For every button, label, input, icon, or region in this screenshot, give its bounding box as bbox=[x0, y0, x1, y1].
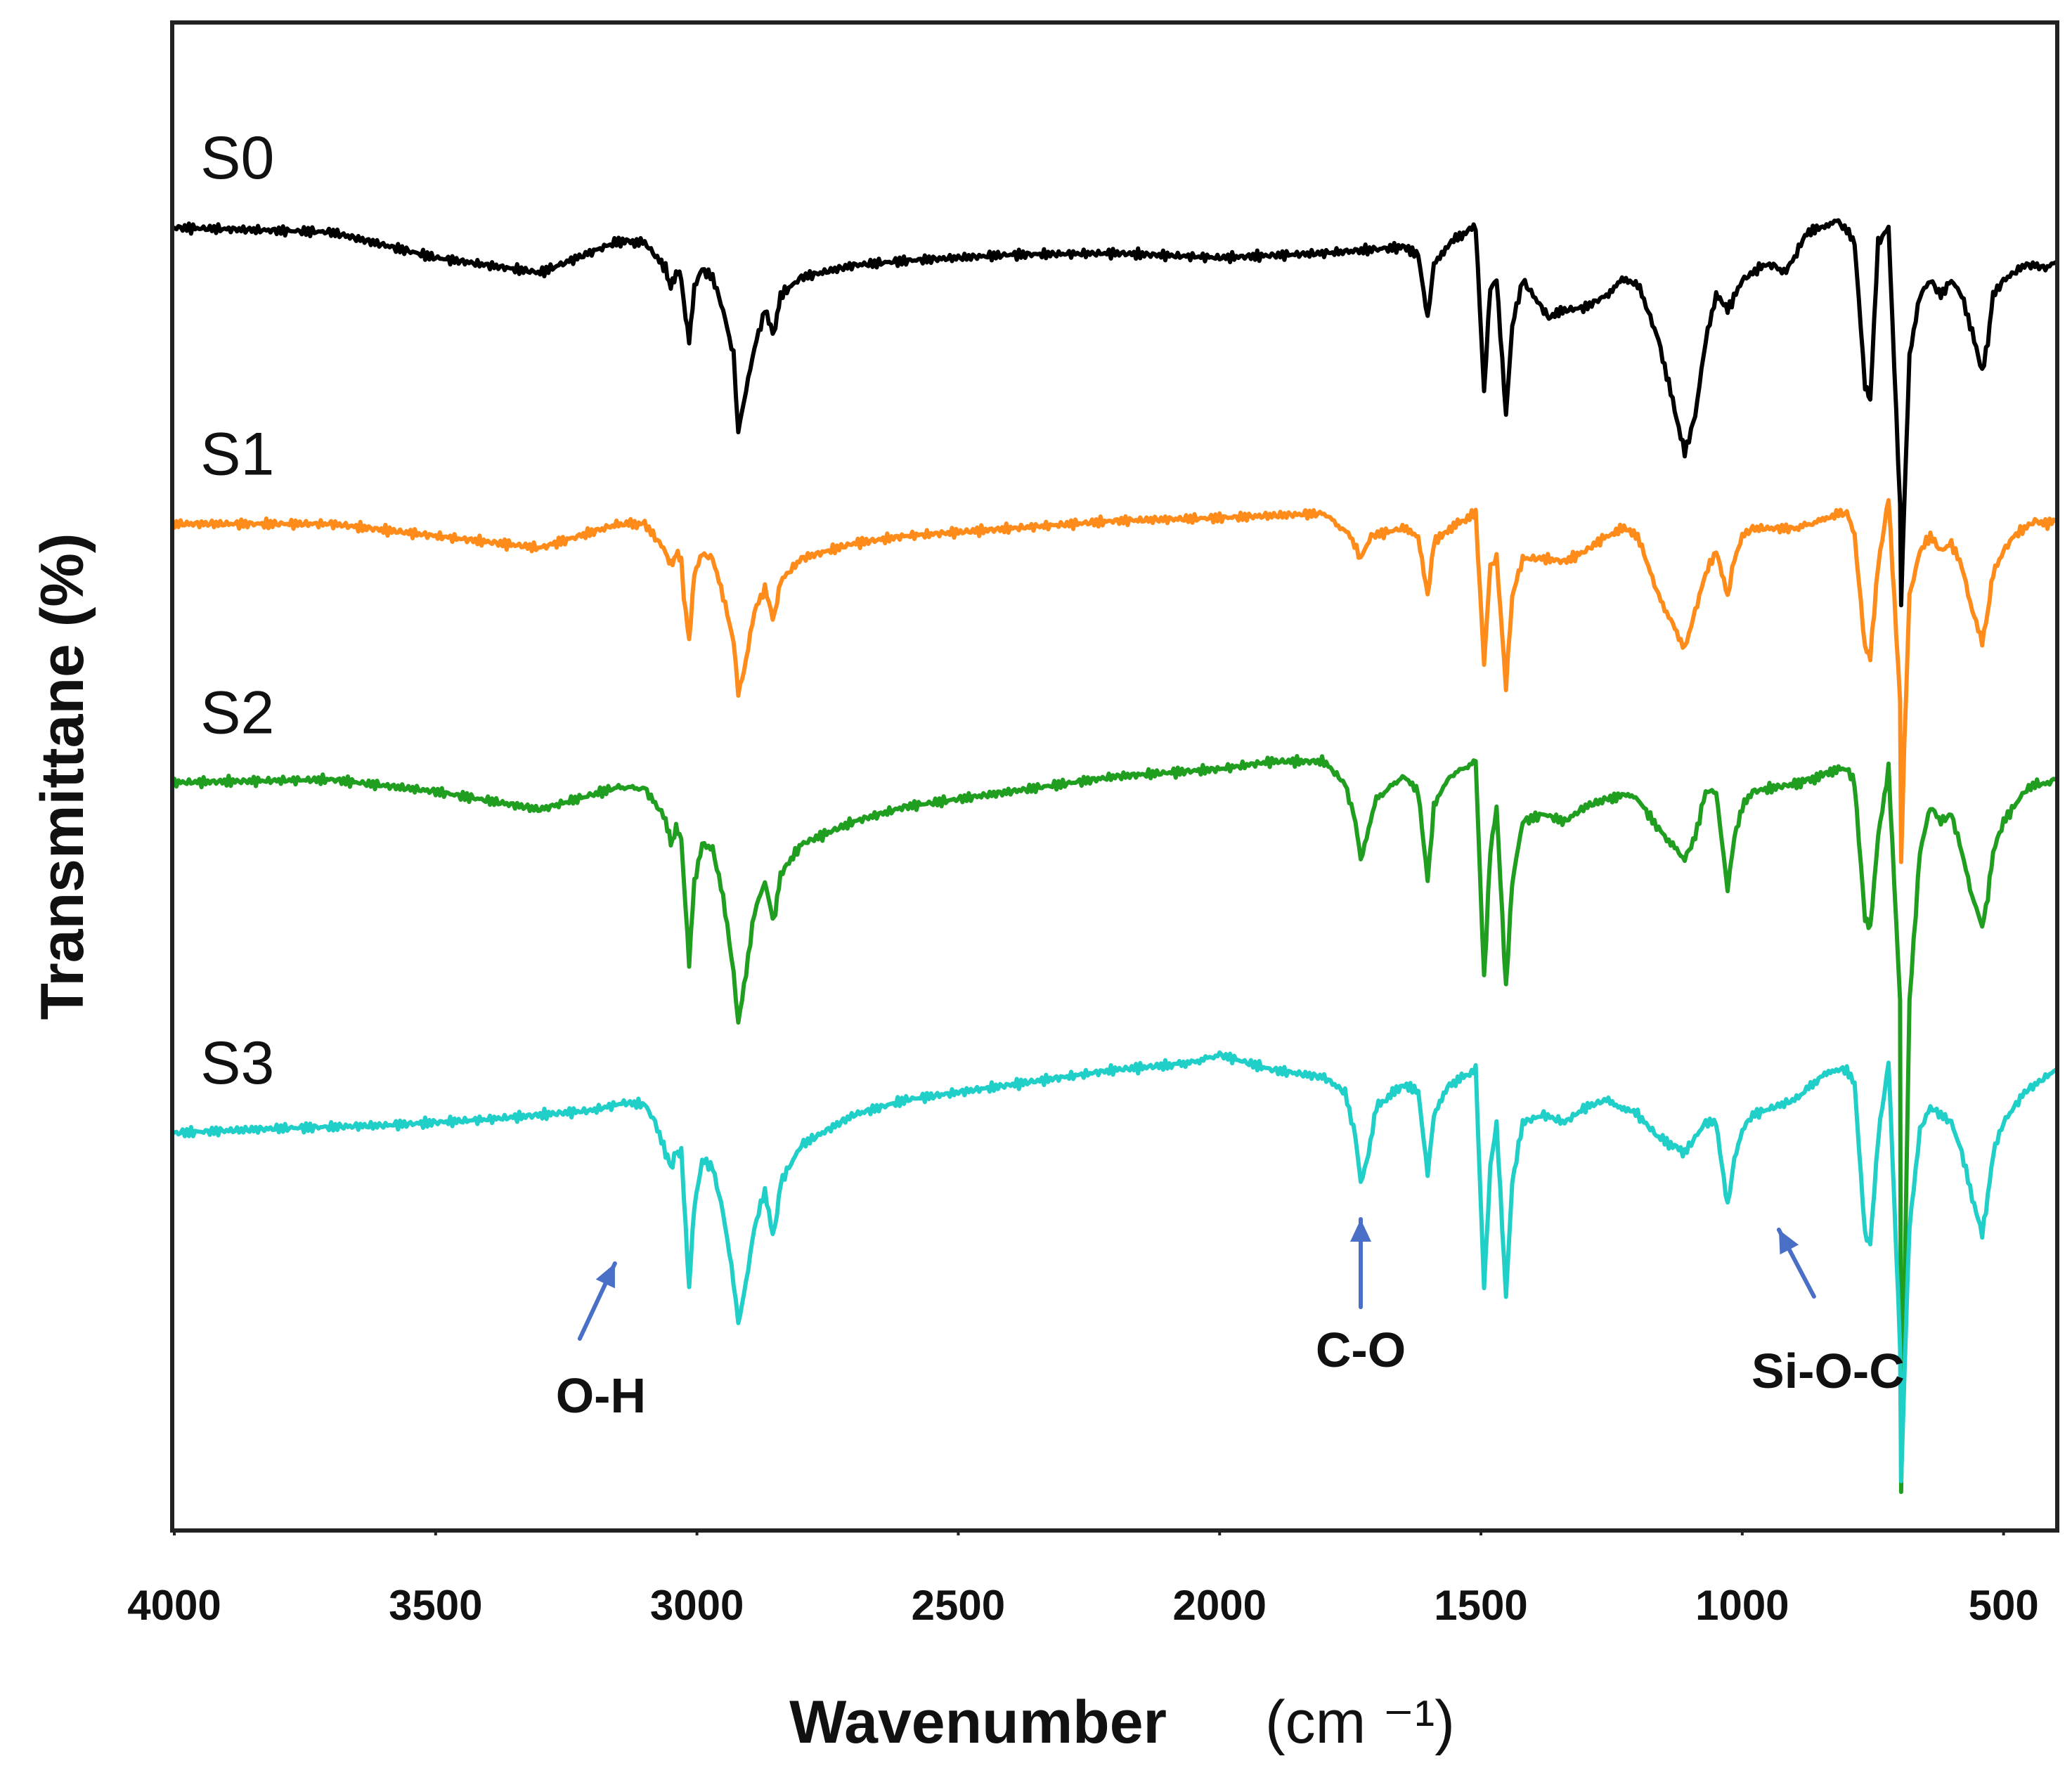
o-h-annotation: O-H bbox=[556, 1368, 646, 1423]
plot-frame bbox=[170, 20, 2059, 1533]
si-o-c-annotation: Si-O-C bbox=[1752, 1344, 1905, 1398]
series-line-s3 bbox=[172, 1050, 2058, 1483]
c-o-annotation: C-O bbox=[1316, 1322, 1406, 1377]
plot-area: S0 S1 S2 S3 O-H C-O Si-O-C bbox=[172, 124, 2058, 1495]
x-axis: 4000 3500 3000 2500 2000 1500 1000 500 bbox=[127, 1528, 2039, 1629]
x-tick-label: 2500 bbox=[912, 1582, 1005, 1629]
x-axis-unit: (cm ⁻¹) bbox=[1265, 1689, 1455, 1756]
series-line-s1 bbox=[172, 498, 2058, 864]
x-tick-label: 1000 bbox=[1695, 1582, 1789, 1629]
x-tick-label: 3500 bbox=[389, 1582, 482, 1629]
y-axis-title: Transmittane (%) bbox=[29, 533, 96, 1020]
c-o-arrow-icon bbox=[1349, 1217, 1371, 1309]
series-line-s2 bbox=[172, 754, 2058, 1495]
x-tick-label: 4000 bbox=[127, 1582, 221, 1629]
x-tick-label: 500 bbox=[1969, 1582, 2039, 1629]
series-label-s3: S3 bbox=[200, 1029, 274, 1097]
x-tick-label: 3000 bbox=[650, 1582, 744, 1629]
series-label-s1: S1 bbox=[200, 420, 274, 488]
series-label-s0: S0 bbox=[200, 124, 274, 192]
x-tick-label: 1500 bbox=[1434, 1582, 1527, 1629]
series-label-s2: S2 bbox=[200, 680, 274, 747]
x-axis-title: Wavenumber bbox=[789, 1689, 1167, 1756]
o-h-arrow-icon bbox=[577, 1261, 617, 1341]
x-tick-label: 2000 bbox=[1172, 1582, 1266, 1629]
si-o-c-arrow-icon bbox=[1776, 1228, 1816, 1299]
annotations: O-H C-O Si-O-C bbox=[556, 1217, 1905, 1423]
series-line-s0 bbox=[172, 218, 2058, 608]
